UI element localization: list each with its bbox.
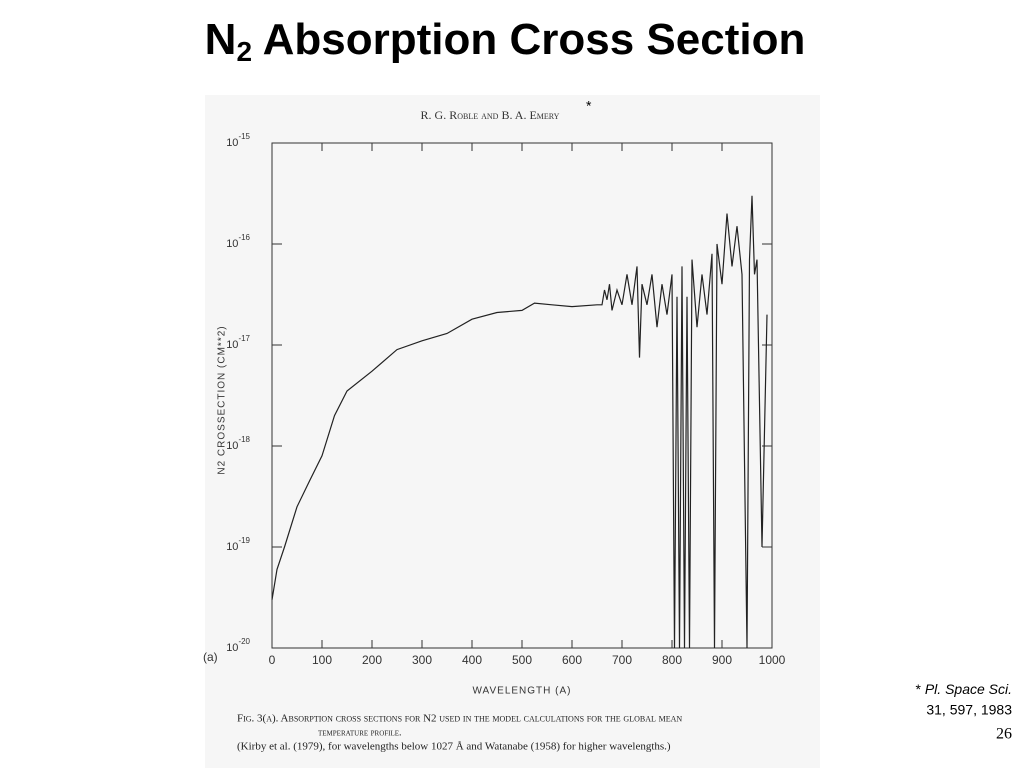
y-tick-exponent: -19 bbox=[238, 536, 250, 545]
y-tick-label: 10-18 bbox=[226, 435, 250, 452]
y-tick-exponent: -20 bbox=[238, 637, 250, 646]
y-tick-label: 10-15 bbox=[226, 132, 250, 149]
x-tick-label: 0 bbox=[269, 653, 276, 667]
caption-line: Fig. 3(a). Absorption cross sections for… bbox=[237, 713, 682, 725]
slide-title: N2 Absorption Cross Section bbox=[205, 15, 806, 68]
y-axis-label: N2 CROSSECTION (CM**2) bbox=[217, 325, 228, 474]
y-tick-base: 10 bbox=[226, 339, 238, 351]
y-tick-label: 10-16 bbox=[226, 233, 250, 250]
y-tick-label: 10-17 bbox=[226, 334, 250, 351]
y-tick-exponent: -15 bbox=[238, 132, 250, 141]
caption-line: (Kirby et al. (1979), for wavelengths be… bbox=[237, 741, 671, 753]
x-axis-label: WAVELENGTH (A) bbox=[472, 686, 571, 697]
y-tick-label: 10-19 bbox=[226, 536, 250, 553]
data-line bbox=[271, 195, 768, 649]
y-tick-exponent: -17 bbox=[238, 334, 250, 343]
y-tick-exponent: -18 bbox=[238, 435, 250, 444]
title-rest: Absorption Cross Section bbox=[252, 15, 805, 64]
x-tick-label: 1000 bbox=[759, 653, 786, 667]
header-mark: * bbox=[586, 98, 592, 114]
y-tick-exponent: -16 bbox=[238, 233, 250, 242]
y-tick-base: 10 bbox=[226, 541, 238, 553]
title-main: N bbox=[205, 15, 237, 64]
x-tick-label: 200 bbox=[362, 653, 382, 667]
x-tick-label: 500 bbox=[512, 653, 532, 667]
caption-line: temperature profile. bbox=[318, 727, 402, 738]
y-tick-base: 10 bbox=[226, 642, 238, 654]
x-tick-label: 900 bbox=[712, 653, 732, 667]
y-tick-label: 10-20 bbox=[226, 637, 250, 654]
footnote-mark: * bbox=[916, 681, 922, 697]
page-number: 26 bbox=[996, 726, 1012, 743]
x-tick-label: 600 bbox=[562, 653, 582, 667]
x-tick-label: 400 bbox=[462, 653, 482, 667]
footnote-journal-name: Pl. Space Sci. bbox=[925, 681, 1012, 697]
y-tick-base: 10 bbox=[226, 137, 238, 149]
x-tick-label: 100 bbox=[312, 653, 332, 667]
x-tick-label: 300 bbox=[412, 653, 432, 667]
scan-background bbox=[205, 95, 820, 768]
x-tick-label: 800 bbox=[662, 653, 682, 667]
y-tick-base: 10 bbox=[226, 440, 238, 452]
panel-label: (a) bbox=[203, 650, 218, 664]
y-tick-base: 10 bbox=[226, 238, 238, 250]
title-sub: 2 bbox=[236, 36, 252, 67]
header: R. G. Roble and B. A. Emery bbox=[421, 108, 560, 122]
x-tick-label: 700 bbox=[612, 653, 632, 667]
footnote-journal: * Pl. Space Sci. bbox=[916, 681, 1013, 697]
footnote-ref: 31, 597, 1983 bbox=[926, 702, 1012, 718]
